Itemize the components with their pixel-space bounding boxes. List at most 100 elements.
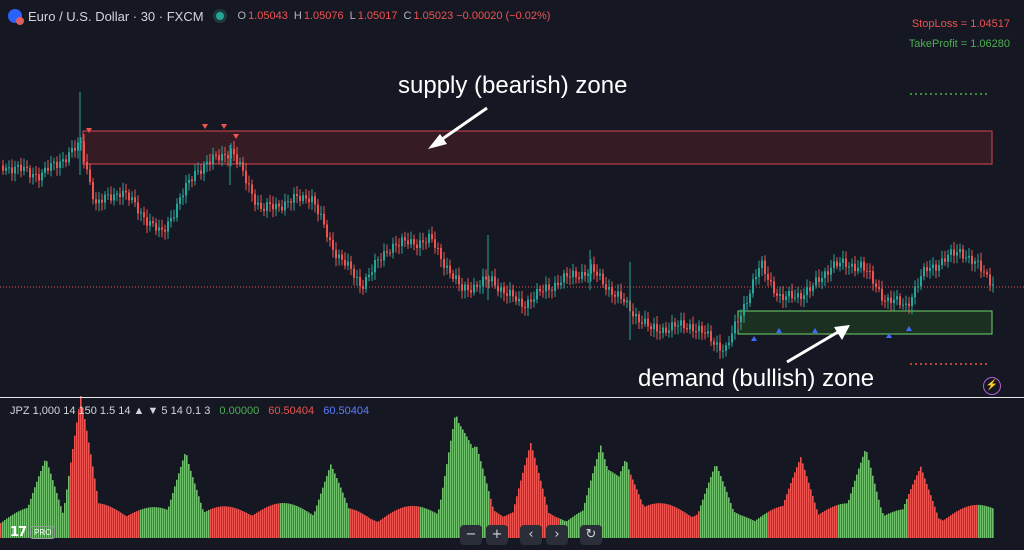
candle-body	[659, 331, 661, 333]
candle-body	[719, 342, 721, 351]
candle-body	[461, 284, 463, 291]
volume-bar	[358, 511, 360, 538]
demand-arrow-head	[834, 325, 850, 340]
candle-body	[635, 314, 637, 317]
candle-body	[26, 166, 28, 169]
candle-body	[926, 267, 928, 272]
candle-body	[44, 167, 46, 173]
zoom-out-button[interactable]: −	[460, 525, 482, 545]
volume-bar	[308, 512, 310, 538]
candle-body	[923, 267, 925, 277]
reset-chart-button[interactable]: ↻	[580, 525, 602, 545]
scroll-right-button[interactable]: ›	[546, 525, 568, 545]
candle-body	[368, 274, 370, 278]
pane-divider[interactable]	[0, 397, 1024, 398]
candle-body	[806, 287, 808, 296]
volume-bar	[628, 469, 630, 538]
volume-bar	[306, 511, 308, 538]
volume-bar	[616, 474, 618, 538]
zoom-in-button[interactable]: +	[486, 525, 508, 545]
candle-body	[545, 284, 547, 292]
scroll-left-button[interactable]: ‹	[520, 525, 542, 545]
volume-bar	[574, 515, 576, 538]
stop-loss-value: StopLoss = 1.04517	[911, 18, 1010, 30]
volume-bar	[132, 513, 134, 538]
volume-bar	[778, 506, 780, 538]
volume-bar	[912, 484, 914, 538]
volume-bar	[586, 495, 588, 538]
indicator-value-2: 60.50404	[268, 405, 315, 417]
candle-body	[884, 300, 886, 302]
volume-bar	[726, 491, 728, 538]
volume-bar	[894, 511, 896, 538]
volume-bar	[412, 505, 414, 538]
volume-bar	[432, 511, 434, 538]
volume-bar	[204, 512, 206, 538]
volume-bar	[406, 506, 408, 538]
candle-body	[203, 164, 205, 174]
volume-bar	[256, 512, 258, 538]
volume-bar	[664, 503, 666, 538]
volume-bar	[490, 498, 492, 538]
volume-bar	[534, 457, 536, 538]
volume-bar	[962, 508, 964, 538]
candle-body	[500, 287, 502, 292]
volume-bar	[402, 507, 404, 538]
volume-bar	[652, 503, 654, 538]
volume-bar	[744, 516, 746, 538]
volume-bar	[114, 508, 116, 538]
volume-bar	[376, 521, 378, 538]
candle-body	[758, 267, 760, 278]
volume-bar	[414, 505, 416, 538]
lightning-icon[interactable]: ⚡	[983, 377, 1001, 395]
candle-body	[233, 148, 235, 155]
volume-bar	[618, 476, 620, 538]
volume-bar	[38, 476, 40, 538]
volume-bar	[310, 513, 312, 538]
candle-body	[86, 161, 88, 170]
candle-body	[41, 172, 43, 181]
candle-body	[149, 221, 151, 226]
volume-bar	[494, 511, 496, 538]
candle-body	[746, 303, 748, 305]
candle-body	[401, 237, 403, 247]
volume-bar	[232, 507, 234, 538]
volume-bar	[78, 409, 80, 538]
candle-body	[767, 274, 769, 280]
candle-body	[953, 249, 955, 256]
indicator-params[interactable]: JPZ 1,000 14 150 1.5 14 ▲ ▼ 5 14 0.1 3	[10, 405, 211, 417]
volume-bar	[410, 505, 412, 538]
volume-bar	[28, 504, 30, 538]
volume-bar	[64, 502, 66, 538]
candle-body	[329, 237, 331, 241]
volume-bar	[952, 513, 954, 538]
symbol-title[interactable]: Euro / U.S. Dollar · 30 · FXCM	[28, 8, 204, 24]
candle-body	[716, 342, 718, 345]
chart-toolbar: − + ‹ › ↻	[460, 525, 602, 545]
candle-body	[707, 331, 709, 334]
volume-bar	[816, 509, 818, 538]
volume-bar	[218, 506, 220, 538]
volume-bar	[298, 506, 300, 538]
volume-bar	[634, 484, 636, 538]
volume-bar	[300, 507, 302, 538]
volume-bar	[338, 482, 340, 538]
candle-body	[989, 274, 991, 286]
candle-body	[584, 272, 586, 276]
volume-bar	[688, 515, 690, 538]
volume-bar	[814, 502, 816, 538]
candle-body	[11, 167, 13, 174]
volume-bar	[866, 452, 868, 538]
volume-bar	[604, 459, 606, 538]
candle-body	[50, 163, 52, 171]
volume-bar	[246, 512, 248, 538]
candle-body	[113, 194, 115, 201]
candle-body	[524, 306, 526, 308]
candle-body	[353, 268, 355, 278]
candle-body	[905, 303, 907, 305]
volume-bar	[396, 509, 398, 538]
candle-body	[446, 265, 448, 268]
volume-bar	[160, 507, 162, 538]
ohlc-low-value: 1.05017	[357, 10, 398, 22]
